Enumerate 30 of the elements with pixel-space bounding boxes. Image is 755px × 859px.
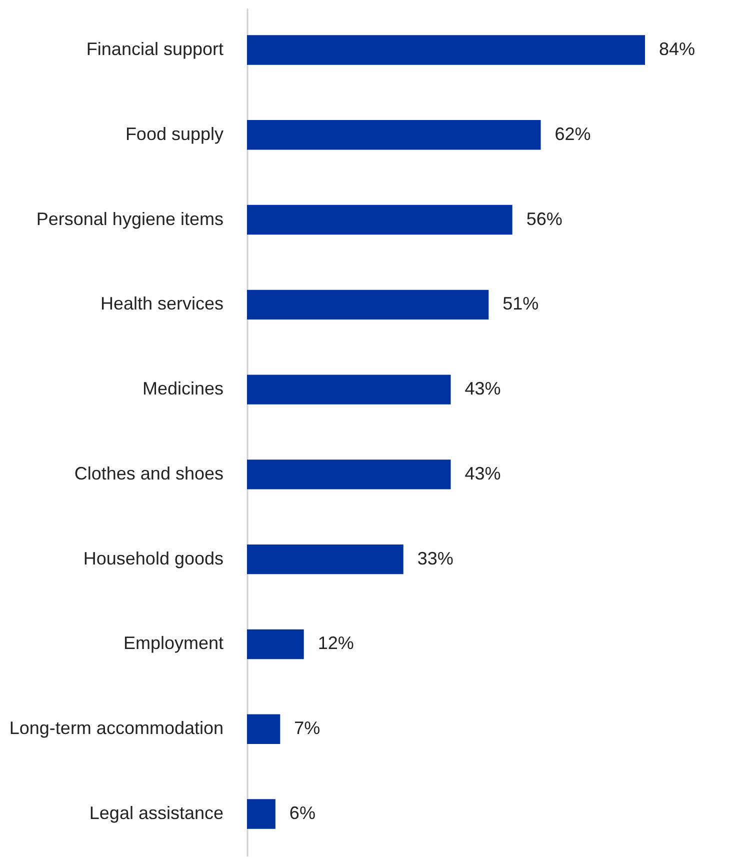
y-tick-label: Food supply: [125, 124, 224, 144]
y-tick-label: Health services: [100, 294, 224, 314]
data-label: 33%: [417, 548, 454, 568]
bar: [247, 714, 280, 744]
bar: [247, 374, 451, 404]
data-label: 51%: [502, 294, 539, 314]
data-label: 12%: [318, 633, 354, 654]
y-tick-label: Employment: [123, 633, 224, 654]
bar: [247, 290, 489, 320]
y-tick-label: Personal hygiene items: [36, 208, 224, 229]
bar: [247, 35, 645, 65]
y-tick-label: Financial support: [86, 39, 224, 60]
bar: [247, 629, 304, 660]
y-tick-label: Household goods: [83, 548, 224, 568]
data-label: 62%: [554, 124, 591, 144]
bar: [247, 460, 451, 490]
y-tick-label: Clothes and shoes: [74, 463, 224, 484]
bar: [247, 204, 512, 235]
data-label: 43%: [464, 463, 501, 484]
bar: [247, 544, 404, 574]
y-tick-label: Medicines: [142, 378, 224, 399]
data-label: 6%: [289, 802, 316, 823]
data-label: 56%: [526, 208, 562, 229]
y-tick-label: Legal assistance: [89, 802, 224, 823]
data-label: 43%: [464, 378, 501, 399]
data-label: 7%: [294, 718, 320, 738]
bar: [247, 120, 541, 150]
y-tick-label: Long-term accommodation: [9, 718, 224, 738]
bar: [247, 799, 276, 829]
data-label: 84%: [659, 39, 696, 60]
